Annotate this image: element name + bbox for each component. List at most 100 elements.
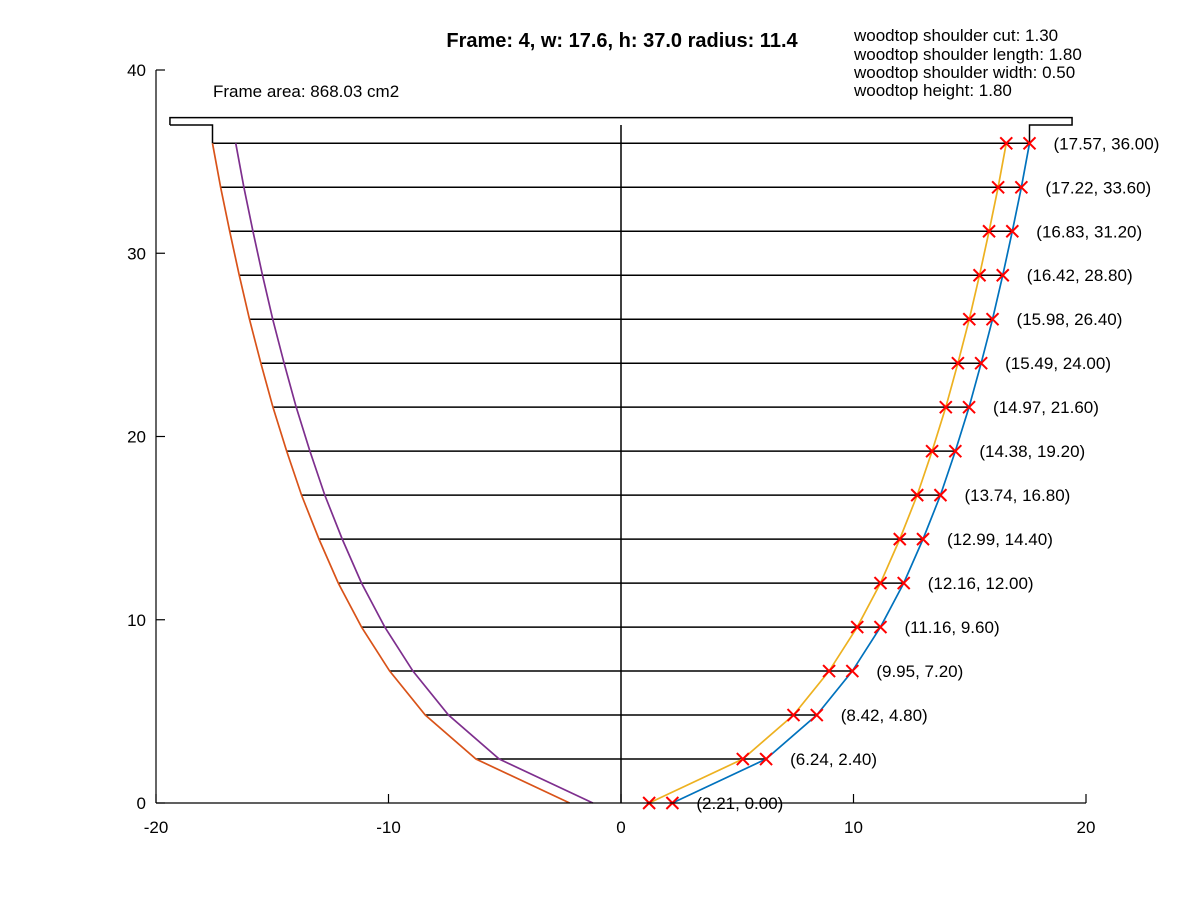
inner-point-marker [893,532,907,546]
marker-stroke [982,224,996,238]
marker-stroke [850,620,864,634]
marker-stroke [972,268,987,282]
inner-point-marker [910,488,924,502]
outer-point-marker [1022,136,1037,151]
inner-point-marker [850,620,864,634]
marker-stroke [974,356,988,370]
point-label: (14.38, 19.20) [979,442,1085,461]
outer-point-marker [1014,180,1029,194]
outer-point-marker [897,576,911,590]
inner-series-line [648,143,1008,804]
inner-point-marker [822,664,836,678]
x-tick-label: 0 [616,818,625,837]
marker-stroke [948,444,963,458]
point-label: (9.95, 7.20) [876,662,963,681]
marker-stroke [759,752,773,766]
inner-point-marker [925,444,939,458]
outer-point-marker [985,312,1000,326]
outer-point-marker [845,664,860,678]
outer-point-marker [933,488,948,502]
outer-point-marker [962,400,976,414]
point-markers [642,136,1037,810]
woodtop-height-label: woodtop height: 1.80 [853,81,1012,100]
inner-point-marker [999,136,1013,151]
marker-stroke [786,708,801,722]
point-label: (8.42, 4.80) [841,706,928,725]
chart-title: Frame: 4, w: 17.6, h: 37.0 radius: 11.4 [446,30,798,52]
inner-mirror-series-line [234,143,594,804]
inner-point-marker [962,312,976,326]
marker-stroke [962,312,976,326]
marker-stroke [1022,136,1037,151]
marker-stroke [951,356,965,370]
x-tick-label: 20 [1077,818,1096,837]
woodtop-outline-left [169,124,214,144]
point-label: (12.99, 14.40) [947,530,1053,549]
point-label: (17.22, 33.60) [1045,178,1151,197]
woodtop-shoulder-width-label: woodtop shoulder width: 0.50 [853,63,1075,82]
y-tick-label: 10 [127,611,146,630]
woodtop-shoulder-cut-label: woodtop shoulder cut: 1.30 [853,26,1058,45]
y-tick-label: 0 [137,794,146,813]
outer-series-line [672,143,1031,804]
point-label: (13.74, 16.80) [964,486,1070,505]
inner-point-marker [972,268,987,282]
inner-point-marker [982,224,996,238]
inner-point-marker [873,576,888,590]
woodtop-outline-right [169,116,1073,144]
marker-stroke [962,400,976,414]
marker-stroke [736,752,750,766]
point-label: (6.24, 2.40) [790,750,877,769]
point-label: (12.16, 12.00) [928,574,1034,593]
woodtop-shoulder-length-label: woodtop shoulder length: 1.80 [853,45,1082,64]
marker-stroke [939,400,953,414]
x-tick-label: -10 [376,818,401,837]
frame-outline [169,116,1073,803]
marker-stroke [985,312,1000,326]
outer-point-marker [974,356,988,370]
outer-point-marker [996,268,1010,282]
point-label: (16.42, 28.80) [1027,266,1133,285]
marker-stroke [916,532,930,546]
y-tick-label: 40 [127,61,146,80]
axes: -20 -10 0 10 20 0 10 20 30 40 [127,61,1095,837]
outer-point-marker [759,752,773,766]
inner-point-marker [951,356,965,370]
x-tick-label: -20 [144,818,169,837]
inner-point-marker [939,400,953,414]
marker-stroke [925,444,939,458]
outer-point-marker [873,620,888,634]
outer-point-marker [810,708,824,722]
marker-stroke [893,532,907,546]
marker-stroke [845,664,860,678]
marker-stroke [873,620,888,634]
marker-stroke [996,268,1010,282]
y-tick-label: 30 [127,244,146,263]
point-label: (16.83, 31.20) [1036,222,1142,241]
inner-point-marker [736,752,750,766]
point-label: (17.57, 36.00) [1054,134,1160,153]
marker-stroke [822,664,836,678]
marker-stroke [910,488,924,502]
x-tick-label: 10 [844,818,863,837]
marker-stroke [991,180,1005,194]
outer-mirror-series-line [211,143,570,804]
frame-area-label: Frame area: 868.03 cm2 [213,82,399,101]
marker-stroke [933,488,948,502]
inner-point-marker [786,708,801,722]
outer-point-marker [916,532,930,546]
point-labels: (2.21, 0.00)(6.24, 2.40)(8.42, 4.80)(9.9… [696,134,1159,813]
marker-stroke [873,576,888,590]
point-label: (15.98, 26.40) [1017,310,1123,329]
marker-stroke [1014,180,1029,194]
point-label: (14.97, 21.60) [993,398,1099,417]
marker-stroke [810,708,824,722]
marker-stroke [897,576,911,590]
outer-point-marker [1005,224,1020,238]
marker-stroke [1005,224,1020,238]
curves [211,143,1031,804]
point-label: (15.49, 24.00) [1005,354,1111,373]
marker-stroke [999,136,1013,151]
y-tick-label: 20 [127,428,146,447]
